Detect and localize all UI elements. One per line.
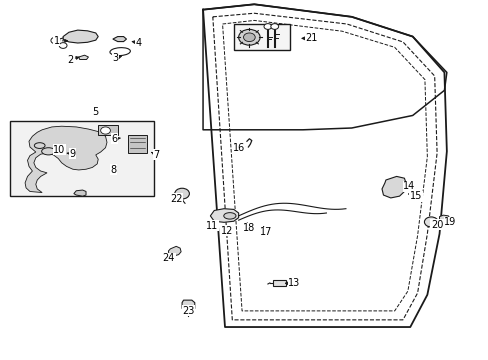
Polygon shape bbox=[74, 190, 86, 196]
Text: 8: 8 bbox=[110, 165, 117, 175]
Ellipse shape bbox=[34, 143, 45, 148]
Text: 14: 14 bbox=[403, 181, 415, 192]
Polygon shape bbox=[381, 176, 406, 198]
Text: 9: 9 bbox=[70, 149, 76, 159]
Polygon shape bbox=[182, 300, 194, 311]
Polygon shape bbox=[25, 126, 107, 193]
FancyBboxPatch shape bbox=[272, 280, 286, 286]
Circle shape bbox=[101, 127, 110, 134]
Circle shape bbox=[264, 24, 271, 30]
Circle shape bbox=[174, 188, 189, 199]
Polygon shape bbox=[168, 246, 181, 256]
Circle shape bbox=[243, 33, 255, 41]
Polygon shape bbox=[439, 215, 449, 222]
Text: 21: 21 bbox=[305, 33, 317, 43]
Polygon shape bbox=[79, 55, 88, 59]
Text: 15: 15 bbox=[409, 191, 422, 201]
Circle shape bbox=[424, 217, 437, 227]
Text: 5: 5 bbox=[92, 107, 99, 117]
FancyBboxPatch shape bbox=[128, 135, 147, 153]
Bar bbox=[10, 121, 154, 196]
Polygon shape bbox=[113, 37, 126, 41]
Circle shape bbox=[238, 30, 260, 45]
Text: 16: 16 bbox=[232, 143, 244, 153]
Polygon shape bbox=[210, 209, 238, 222]
Text: 23: 23 bbox=[182, 306, 194, 316]
Text: 17: 17 bbox=[260, 227, 272, 237]
Text: 18: 18 bbox=[243, 224, 255, 233]
Text: 10: 10 bbox=[53, 144, 65, 154]
Ellipse shape bbox=[224, 213, 236, 219]
Text: 11: 11 bbox=[206, 221, 218, 231]
Text: 7: 7 bbox=[153, 150, 160, 160]
Text: 24: 24 bbox=[163, 253, 175, 263]
Ellipse shape bbox=[41, 148, 55, 155]
Polygon shape bbox=[63, 30, 98, 43]
Text: 1: 1 bbox=[54, 36, 60, 46]
Text: 13: 13 bbox=[287, 278, 300, 288]
Bar bbox=[233, 24, 289, 50]
Text: 22: 22 bbox=[170, 194, 182, 204]
FancyBboxPatch shape bbox=[98, 125, 118, 135]
Text: 6: 6 bbox=[111, 134, 117, 144]
Text: 3: 3 bbox=[112, 53, 118, 63]
Text: 2: 2 bbox=[67, 54, 73, 64]
Circle shape bbox=[59, 42, 67, 48]
Text: 4: 4 bbox=[135, 38, 141, 48]
Circle shape bbox=[270, 24, 278, 30]
Text: 12: 12 bbox=[221, 226, 233, 236]
Text: 20: 20 bbox=[430, 220, 443, 230]
Circle shape bbox=[51, 37, 60, 44]
Text: 19: 19 bbox=[443, 217, 455, 227]
